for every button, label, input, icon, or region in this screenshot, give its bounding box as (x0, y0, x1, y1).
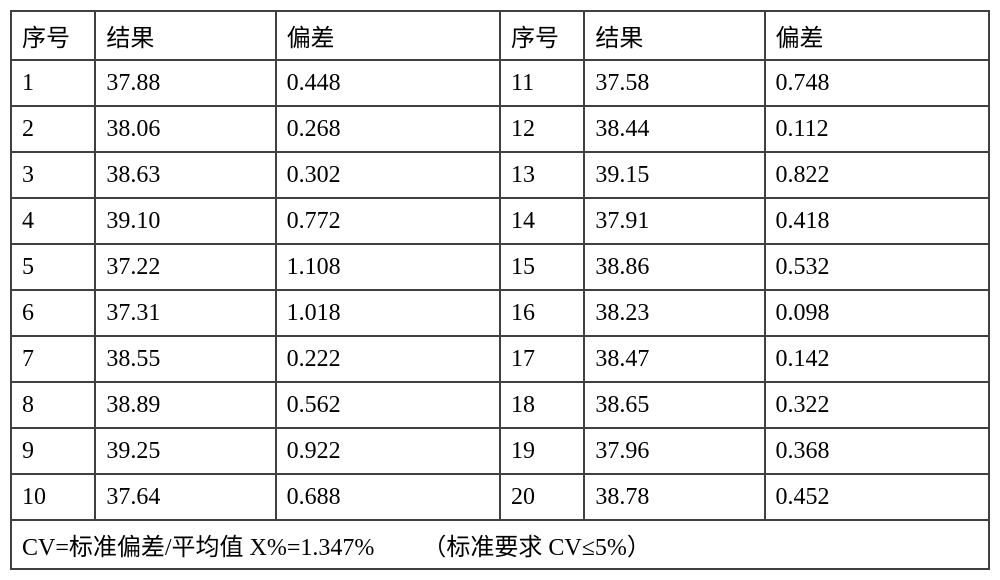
table-cell: 38.63 (95, 152, 275, 198)
table-row: 939.250.9221937.960.368 (11, 428, 989, 474)
table-cell: 4 (11, 198, 95, 244)
table-cell: 0.098 (765, 290, 989, 336)
table-cell: 16 (500, 290, 584, 336)
table-cell: 18 (500, 382, 584, 428)
table-cell: 7 (11, 336, 95, 382)
table-cell: 10 (11, 474, 95, 520)
table-cell: 0.532 (765, 244, 989, 290)
table-cell: 20 (500, 474, 584, 520)
table-cell: 37.31 (95, 290, 275, 336)
table-row: 1037.640.6882038.780.452 (11, 474, 989, 520)
table-footer-row: CV=标准偏差/平均值 X%=1.347% （标准要求 CV≤5%） (11, 520, 989, 569)
table-cell: 38.86 (584, 244, 764, 290)
table-cell: 38.55 (95, 336, 275, 382)
table-cell: 0.268 (276, 106, 500, 152)
table-cell: 9 (11, 428, 95, 474)
table-container: 序号 结果 偏差 序号 结果 偏差 137.880.4481137.580.74… (10, 10, 990, 570)
table-cell: 38.06 (95, 106, 275, 152)
table-cell: 0.822 (765, 152, 989, 198)
table-cell: 2 (11, 106, 95, 152)
table-cell: 0.222 (276, 336, 500, 382)
table-cell: 12 (500, 106, 584, 152)
table-cell: 38.23 (584, 290, 764, 336)
col-header: 偏差 (276, 11, 500, 60)
table-row: 738.550.2221738.470.142 (11, 336, 989, 382)
col-header: 结果 (584, 11, 764, 60)
table-row: 537.221.1081538.860.532 (11, 244, 989, 290)
table-cell: 11 (500, 60, 584, 106)
table-cell: 5 (11, 244, 95, 290)
col-header: 结果 (95, 11, 275, 60)
table-cell: 37.88 (95, 60, 275, 106)
table-cell: 0.418 (765, 198, 989, 244)
table-cell: 0.452 (765, 474, 989, 520)
table-cell: 0.772 (276, 198, 500, 244)
table-cell: 0.302 (276, 152, 500, 198)
data-table: 序号 结果 偏差 序号 结果 偏差 137.880.4481137.580.74… (10, 10, 990, 570)
table-row: 238.060.2681238.440.112 (11, 106, 989, 152)
table-cell: 3 (11, 152, 95, 198)
table-cell: 37.91 (584, 198, 764, 244)
table-row: 338.630.3021339.150.822 (11, 152, 989, 198)
table-cell: 13 (500, 152, 584, 198)
table-cell: 37.22 (95, 244, 275, 290)
table-row: 137.880.4481137.580.748 (11, 60, 989, 106)
col-header: 偏差 (765, 11, 989, 60)
table-cell: 6 (11, 290, 95, 336)
table-cell: 37.58 (584, 60, 764, 106)
table-row: 637.311.0181638.230.098 (11, 290, 989, 336)
table-cell: 0.142 (765, 336, 989, 382)
table-cell: 19 (500, 428, 584, 474)
table-cell: 8 (11, 382, 95, 428)
table-cell: 37.64 (95, 474, 275, 520)
footer-part2: （标准要求 CV≤5%） (422, 535, 651, 561)
table-cell: 0.748 (765, 60, 989, 106)
table-cell: 38.44 (584, 106, 764, 152)
table-cell: 38.89 (95, 382, 275, 428)
table-cell: 38.65 (584, 382, 764, 428)
table-cell: 17 (500, 336, 584, 382)
table-cell: 15 (500, 244, 584, 290)
table-cell: 1.108 (276, 244, 500, 290)
table-header-row: 序号 结果 偏差 序号 结果 偏差 (11, 11, 989, 60)
table-cell: 0.322 (765, 382, 989, 428)
table-cell: 0.448 (276, 60, 500, 106)
table-cell: 0.922 (276, 428, 500, 474)
table-cell: 1 (11, 60, 95, 106)
table-cell: 39.25 (95, 428, 275, 474)
table-row: 439.100.7721437.910.418 (11, 198, 989, 244)
table-cell: 0.368 (765, 428, 989, 474)
footer-part1: CV=标准偏差/平均值 X%=1.347% (22, 535, 374, 561)
table-cell: 0.688 (276, 474, 500, 520)
table-cell: 38.47 (584, 336, 764, 382)
table-cell: 37.96 (584, 428, 764, 474)
table-cell: 14 (500, 198, 584, 244)
table-cell: 1.018 (276, 290, 500, 336)
col-header: 序号 (11, 11, 95, 60)
table-cell: 38.78 (584, 474, 764, 520)
table-cell: 39.15 (584, 152, 764, 198)
footer-cell: CV=标准偏差/平均值 X%=1.347% （标准要求 CV≤5%） (11, 520, 989, 569)
table-cell: 39.10 (95, 198, 275, 244)
table-row: 838.890.5621838.650.322 (11, 382, 989, 428)
col-header: 序号 (500, 11, 584, 60)
table-cell: 0.112 (765, 106, 989, 152)
table-cell: 0.562 (276, 382, 500, 428)
